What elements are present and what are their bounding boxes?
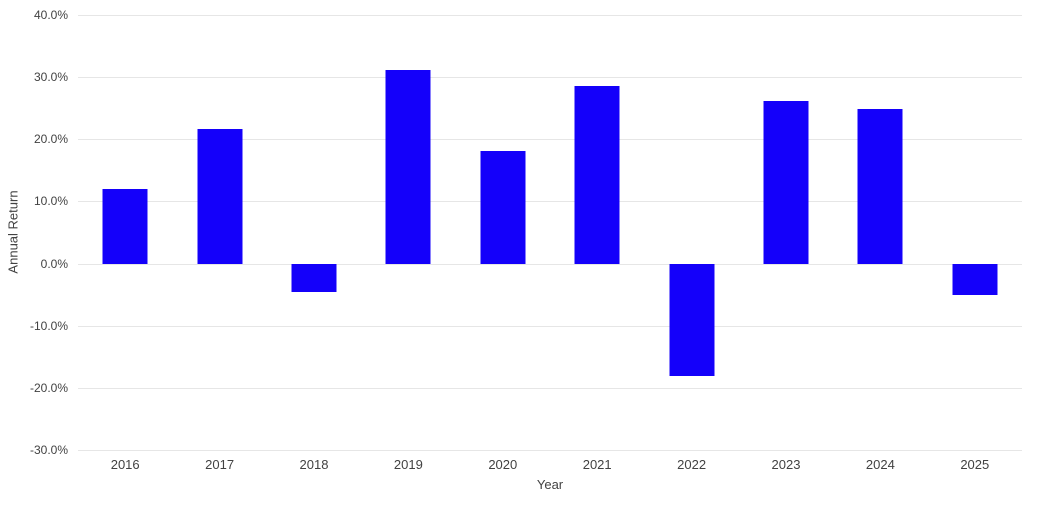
y-tick-label: 0.0%: [40, 256, 68, 271]
y-tick-label: -10.0%: [29, 318, 68, 333]
x-axis-title: Year: [536, 477, 564, 492]
y-tick-label: 10.0%: [33, 194, 68, 209]
x-tick-label: 2016: [110, 457, 140, 472]
bar-2023[interactable]: [763, 100, 809, 264]
x-tick-label: 2021: [582, 457, 612, 472]
gridline: [78, 201, 1022, 203]
y-tick-label: -30.0%: [29, 443, 68, 457]
gridline: [78, 325, 1022, 327]
x-tick-label: 2017: [205, 457, 235, 472]
x-tick-label: 2025: [960, 457, 990, 472]
gridline: [78, 77, 1022, 79]
y-tick-label: -20.0%: [29, 380, 68, 395]
gridline: [78, 139, 1022, 141]
gridline: [78, 387, 1022, 389]
x-tick-label: 2023: [771, 457, 801, 472]
y-tick-label: 20.0%: [33, 132, 68, 147]
bar-2020[interactable]: [480, 151, 526, 264]
bar-2025[interactable]: [952, 263, 998, 295]
bar-2021[interactable]: [574, 85, 620, 264]
plot-area: [78, 15, 1022, 451]
bar-2019[interactable]: [385, 70, 431, 264]
y-tick-label: 30.0%: [33, 70, 68, 85]
x-tick-label: 2018: [299, 457, 329, 472]
bar-2018[interactable]: [291, 263, 337, 293]
bar-2016[interactable]: [102, 189, 148, 264]
x-tick-label: 2019: [393, 457, 423, 472]
x-tick-label: 2020: [488, 457, 518, 472]
x-tick-label: 2022: [677, 457, 707, 472]
y-tick-label: 40.0%: [33, 8, 68, 22]
x-tick-label: 2024: [865, 457, 895, 472]
bar-2017[interactable]: [197, 128, 243, 264]
gridline: [78, 263, 1022, 265]
bar-2022[interactable]: [669, 263, 715, 377]
bar-2024[interactable]: [857, 108, 903, 264]
gridline: [78, 450, 1022, 451]
gridline: [78, 15, 1022, 16]
